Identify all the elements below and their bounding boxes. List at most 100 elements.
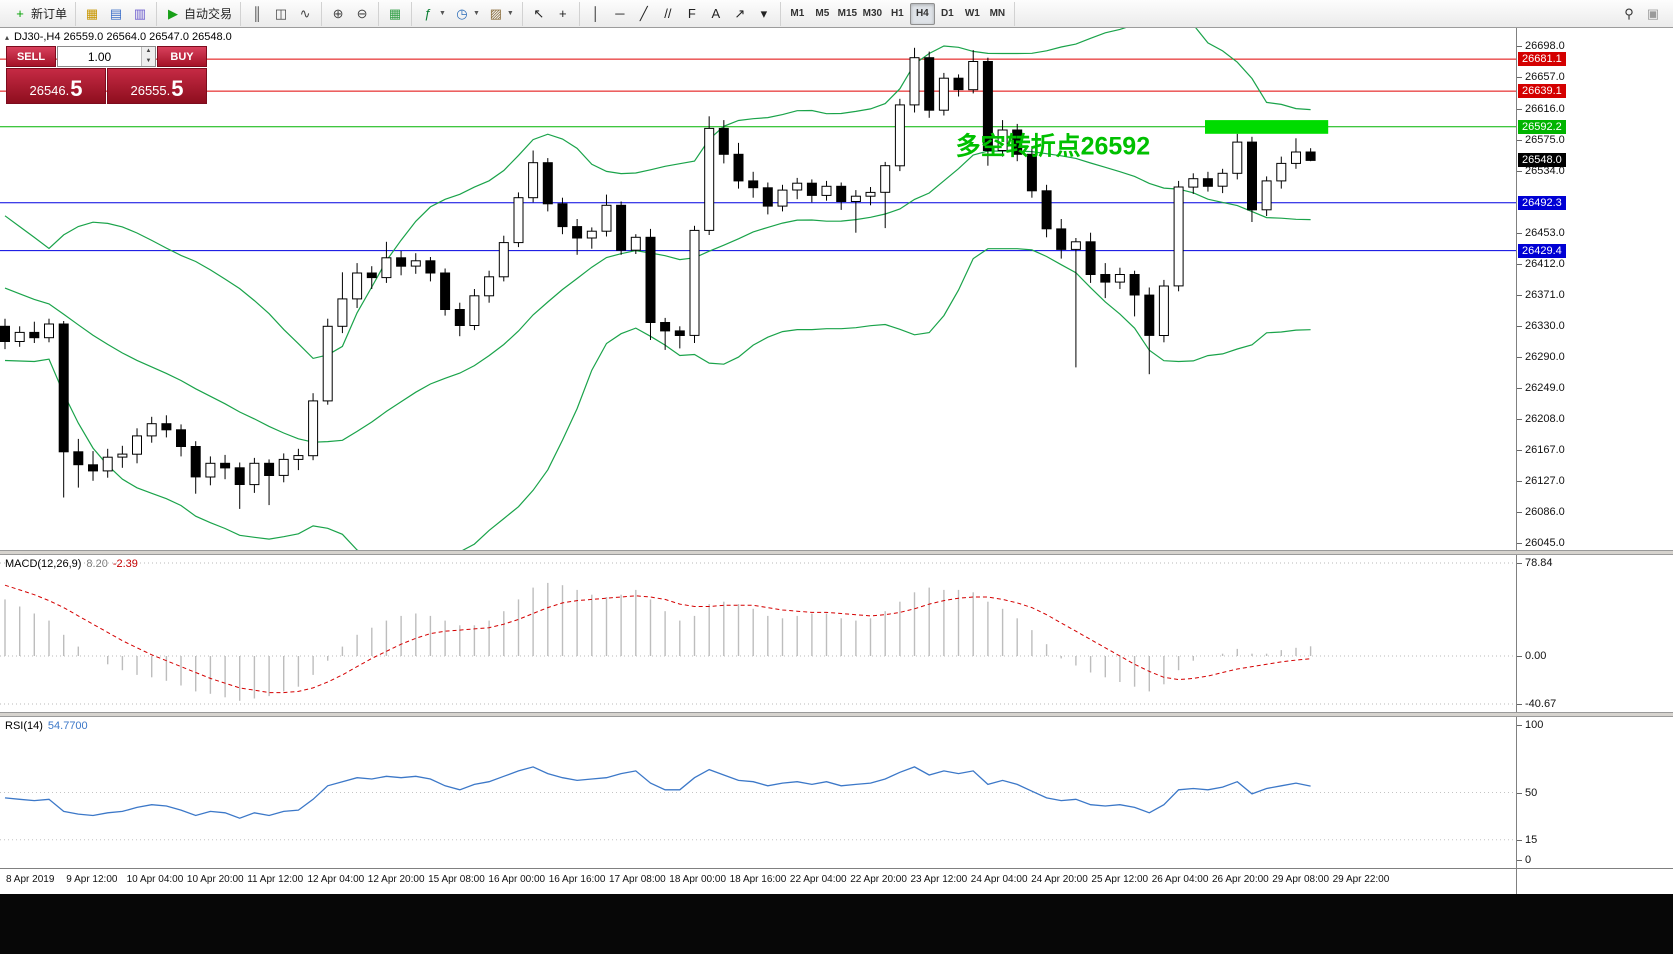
price-tag-26429.4: 26429.4 <box>1518 244 1566 258</box>
indicators-button[interactable]: ƒ ▼ <box>416 3 450 25</box>
rsi-label: RSI(14) 54.7700 <box>5 720 88 732</box>
one-click-collapse-icon[interactable]: ▴ <box>5 32 10 42</box>
bollinger-middle-line[interactable] <box>4 150 1311 443</box>
axis-tick <box>1517 840 1522 841</box>
rsi-plot[interactable]: RSI(14) 54.7700 <box>0 717 1516 868</box>
tf-d1-button[interactable]: D1 <box>935 3 960 25</box>
sell-button[interactable]: SELL <box>6 46 56 67</box>
horizontal-line-icon: ─ <box>615 5 625 21</box>
cursor-icon: ↖ <box>533 5 545 21</box>
time-axis[interactable]: 8 Apr 2019 9 Apr 12:00 10 Apr 04:00 10 Apr … <box>0 868 1673 894</box>
candles-layer[interactable] <box>0 47 1316 509</box>
tile-windows-icon: ▦ <box>388 5 402 21</box>
chart-window: 多空转折点26592 ▴ DJ30-,H4 26559.0 26564.0 26… <box>0 28 1673 894</box>
ohlc-info-line: ▴ DJ30-,H4 26559.0 26564.0 26547.0 26548… <box>5 31 232 43</box>
highlight-rectangle-object[interactable] <box>1205 120 1329 134</box>
main-chart-plot[interactable]: 多空转折点26592 ▴ DJ30-,H4 26559.0 26564.0 26… <box>0 28 1516 550</box>
chart-profiles-icon: ▤ <box>109 5 123 21</box>
buy-button[interactable]: BUY <box>157 46 207 67</box>
periods-button[interactable]: ◷ ▼ <box>450 3 484 25</box>
pane-splitter[interactable] <box>0 550 1673 555</box>
periods-dropdown-icon[interactable]: ▼ <box>472 10 480 17</box>
macd-axis[interactable]: 78.84 0.00 -40.67 <box>1516 555 1673 712</box>
tf-h1-button[interactable]: H1 <box>885 3 910 25</box>
horizontal-line-button[interactable]: ─ <box>608 3 632 25</box>
new-chart-button[interactable]: ▦ <box>80 3 104 25</box>
bar-chart-button[interactable]: ║ <box>245 3 269 25</box>
macd-pane: MACD(12,26,9) 8.20 -2.39 78.84 0.00 -40.67 <box>0 555 1673 712</box>
annotation-text-object[interactable]: 多空转折点26592 <box>956 131 1151 160</box>
data-window-button[interactable]: ▥ <box>128 3 152 25</box>
tf-m5-button[interactable]: M5 <box>810 3 835 25</box>
zoom-in-icon: ⊕ <box>332 5 344 21</box>
rsi-axis[interactable]: 100 50 15 0 <box>1516 717 1673 868</box>
templates-button[interactable]: ▨ ▼ <box>484 3 518 25</box>
axis-label: 26657.0 <box>1525 71 1565 83</box>
time-label: 26 Apr 20:00 <box>1212 874 1269 885</box>
equidistant-channel-button[interactable]: // <box>656 3 680 25</box>
objects-more-button[interactable]: ▾ <box>752 3 776 25</box>
time-label: 8 Apr 2019 <box>6 874 55 885</box>
toolbar-group-chart-types: ║ ◫ ∿ <box>241 1 323 26</box>
community-button[interactable]: ▣ <box>1641 3 1665 25</box>
time-label: 17 Apr 08:00 <box>609 874 666 885</box>
bollinger-lower-line[interactable] <box>4 248 1311 550</box>
axis-tick <box>1517 512 1522 513</box>
axis-label: 26412.0 <box>1525 258 1565 270</box>
axis-label: 26167.0 <box>1525 444 1565 456</box>
tf-m1-button[interactable]: M1 <box>785 3 810 25</box>
chart-profiles-button[interactable]: ▤ <box>104 3 128 25</box>
one-click-trading-panel: SELL ▲ ▼ BUY <box>6 46 207 104</box>
bollinger-upper-line[interactable] <box>4 28 1311 360</box>
templates-dropdown-icon[interactable]: ▼ <box>506 10 514 17</box>
volume-down-button[interactable]: ▼ <box>142 56 155 66</box>
quick-search-button[interactable]: ⚲ <box>1617 3 1641 25</box>
price-axis[interactable]: 26698.0 26657.0 26616.0 26575.0 26534.0 26453… <box>1516 28 1673 550</box>
axis-label: 26534.0 <box>1525 165 1565 177</box>
macd-plot[interactable]: MACD(12,26,9) 8.20 -2.39 <box>0 555 1516 712</box>
periods-icon: ◷ <box>456 5 468 21</box>
pane-splitter[interactable] <box>0 712 1673 717</box>
volume-up-button[interactable]: ▲ <box>142 47 155 57</box>
tf-mn-button[interactable]: MN <box>985 3 1010 25</box>
new-order-button[interactable]: + 新订单 <box>8 3 71 25</box>
tile-windows-button[interactable]: ▦ <box>383 3 407 25</box>
arrow-objects-button[interactable]: ↗ <box>728 3 752 25</box>
tf-h4-button[interactable]: H4 <box>909 2 935 25</box>
cursor-button[interactable]: ↖ <box>527 3 551 25</box>
axis-label: 26208.0 <box>1525 413 1565 425</box>
indicators-dropdown-icon[interactable]: ▼ <box>439 10 446 17</box>
autotrading-button[interactable]: ▶ 自动交易 <box>161 3 236 25</box>
bottom-panel <box>0 894 1673 954</box>
axis-tick <box>1517 233 1522 234</box>
tf-w1-button[interactable]: W1 <box>960 3 985 25</box>
axis-label: 26371.0 <box>1525 289 1565 301</box>
axis-tick <box>1517 563 1522 564</box>
time-label: 18 Apr 16:00 <box>729 874 787 885</box>
volume-input[interactable] <box>58 47 141 66</box>
axis-label: -40.67 <box>1525 698 1557 710</box>
tf-m15-button[interactable]: M15 <box>835 3 860 25</box>
arrow-objects-icon: ↗ <box>734 5 746 21</box>
axis-label: 26575.0 <box>1525 134 1565 146</box>
ohlc-info-text: DJ30-,H4 26559.0 26564.0 26547.0 26548.0 <box>14 31 232 43</box>
candlestick-chart-button[interactable]: ◫ <box>269 3 293 25</box>
zoom-in-button[interactable]: ⊕ <box>326 3 350 25</box>
toolbar-group-cursor: ↖ + <box>523 1 580 26</box>
fibonacci-button[interactable]: F <box>680 3 704 25</box>
axis-tick <box>1517 388 1522 389</box>
vertical-line-button[interactable]: │ <box>584 3 608 25</box>
crosshair-button[interactable]: + <box>551 3 575 25</box>
trendline-button[interactable]: ╱ <box>632 3 656 25</box>
line-chart-button[interactable]: ∿ <box>293 3 317 25</box>
sell-price-display[interactable]: 26546. 5 <box>6 68 106 104</box>
axis-label: 26086.0 <box>1525 506 1565 518</box>
macd-signal-value: -2.39 <box>112 558 138 570</box>
zoom-out-button[interactable]: ⊖ <box>350 3 374 25</box>
toolbar-group-trade: + 新订单 <box>4 1 77 26</box>
buy-price-display[interactable]: 26555. 5 <box>107 68 207 104</box>
tf-m30-button[interactable]: M30 <box>860 3 885 25</box>
text-label-button[interactable]: A <box>704 3 728 25</box>
time-label: 29 Apr 22:00 <box>1332 874 1390 885</box>
